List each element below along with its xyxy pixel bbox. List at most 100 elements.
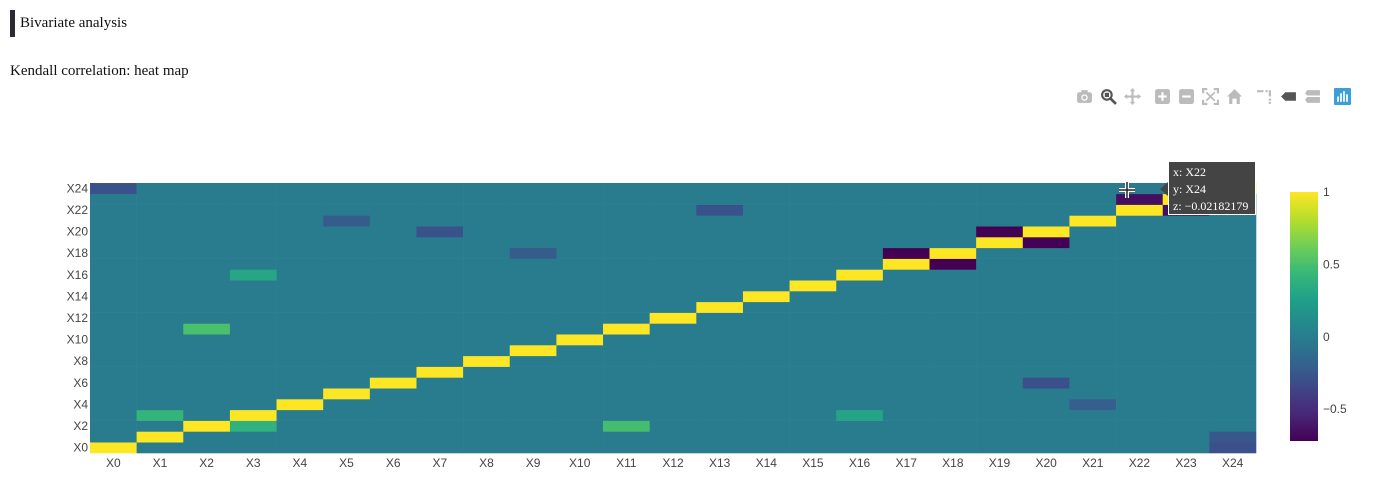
heatmap-cell-X15-X24[interactable]	[789, 183, 837, 195]
heatmap-cell-X6-X17[interactable]	[369, 258, 417, 270]
heatmap-cell-X4-X6[interactable]	[276, 377, 324, 389]
heatmap-cell-X6-X1[interactable]	[369, 431, 417, 443]
heatmap-cell-X9-X22[interactable]	[509, 204, 557, 216]
heatmap-cell-X14-X4[interactable]	[742, 399, 790, 411]
heatmap-cell-X16-X3[interactable]	[836, 409, 884, 421]
heatmap-cell-X24-X15[interactable]	[1209, 280, 1257, 292]
heatmap-cell-X24-X4[interactable]	[1209, 399, 1257, 411]
heatmap-cell-X14-X22[interactable]	[742, 204, 790, 216]
heatmap-cell-X4-X17[interactable]	[276, 258, 324, 270]
heatmap-cell-X0-X18[interactable]	[90, 247, 137, 259]
heatmap-cell-X17-X8[interactable]	[882, 355, 930, 367]
heatmap-cell-X13-X17[interactable]	[696, 258, 744, 270]
heatmap-cell-X6-X11[interactable]	[369, 323, 417, 335]
heatmap-cell-X6-X8[interactable]	[369, 355, 417, 367]
heatmap-cell-X11-X20[interactable]	[603, 226, 650, 238]
heatmap-cell-X11-X7[interactable]	[603, 366, 650, 378]
heatmap-cell-X2-X16[interactable]	[183, 269, 231, 281]
heatmap-cell-X22-X20[interactable]	[1116, 226, 1164, 238]
heatmap-cell-X12-X24[interactable]	[649, 183, 697, 195]
heatmap-cell-X4-X12[interactable]	[276, 312, 324, 324]
heatmap-cell-X21-X17[interactable]	[1069, 258, 1117, 270]
heatmap-cell-X12-X15[interactable]	[649, 280, 697, 292]
heatmap-cell-X11-X0[interactable]	[603, 442, 650, 454]
heatmap-cell-X5-X0[interactable]	[323, 442, 371, 454]
heatmap-cell-X21-X10[interactable]	[1069, 334, 1117, 346]
heatmap-cell-X13-X9[interactable]	[696, 345, 744, 357]
heatmap-cell-X19-X3[interactable]	[976, 409, 1024, 421]
heatmap-cell-X20-X9[interactable]	[1022, 345, 1070, 357]
heatmap-cell-X10-X4[interactable]	[556, 399, 604, 411]
heatmap-cell-X6-X20[interactable]	[369, 226, 417, 238]
heatmap-cell-X7-X21[interactable]	[416, 215, 464, 227]
heatmap-cell-X12-X3[interactable]	[649, 409, 697, 421]
heatmap-cell-X1-X14[interactable]	[136, 291, 184, 303]
heatmap-cell-X4-X5[interactable]	[276, 388, 324, 400]
heatmap-cell-X16-X9[interactable]	[836, 345, 884, 357]
heatmap-cell-X10-X22[interactable]	[556, 204, 604, 216]
heatmap-cell-X8-X13[interactable]	[463, 301, 511, 313]
heatmap-cell-X23-X14[interactable]	[1162, 291, 1210, 303]
heatmap-cell-X15-X15[interactable]	[789, 280, 837, 292]
heatmap-cell-X24-X0[interactable]	[1209, 442, 1257, 454]
heatmap-cell-X23-X3[interactable]	[1162, 409, 1210, 421]
heatmap-cell-X22-X21[interactable]	[1116, 215, 1164, 227]
heatmap-cell-X9-X20[interactable]	[509, 226, 557, 238]
heatmap-cell-X13-X4[interactable]	[696, 399, 744, 411]
heatmap-cell-X12-X2[interactable]	[649, 420, 697, 432]
reset-axes-icon[interactable]	[1225, 87, 1244, 106]
heatmap-cell-X1-X1[interactable]	[136, 431, 184, 443]
heatmap-cell-X0-X22[interactable]	[90, 204, 137, 216]
heatmap-cell-X9-X12[interactable]	[509, 312, 557, 324]
heatmap-cell-X2-X1[interactable]	[183, 431, 231, 443]
heatmap-cell-X0-X0[interactable]	[90, 442, 137, 454]
heatmap-cell-X10-X2[interactable]	[556, 420, 604, 432]
heatmap-cell-X3-X10[interactable]	[229, 334, 277, 346]
heatmap-cell-X0-X14[interactable]	[90, 291, 137, 303]
heatmap-cell-X6-X21[interactable]	[369, 215, 417, 227]
heatmap-cell-X3-X13[interactable]	[229, 301, 277, 313]
heatmap-cell-X5-X6[interactable]	[323, 377, 371, 389]
heatmap-cell-X23-X11[interactable]	[1162, 323, 1210, 335]
heatmap-cell-X14-X17[interactable]	[742, 258, 790, 270]
heatmap-cell-X14-X2[interactable]	[742, 420, 790, 432]
heatmap-cell-X0-X23[interactable]	[90, 193, 137, 205]
heatmap-cell-X19-X5[interactable]	[976, 388, 1024, 400]
heatmap-cell-X17-X19[interactable]	[882, 237, 930, 249]
heatmap-cell-X3-X4[interactable]	[229, 399, 277, 411]
heatmap-cell-X23-X12[interactable]	[1162, 312, 1210, 324]
heatmap-cell-X3-X12[interactable]	[229, 312, 277, 324]
heatmap-cell-X17-X18[interactable]	[882, 247, 930, 259]
heatmap-cell-X0-X20[interactable]	[90, 226, 137, 238]
heatmap-cell-X1-X5[interactable]	[136, 388, 184, 400]
heatmap-cell-X21-X16[interactable]	[1069, 269, 1117, 281]
heatmap-cell-X12-X23[interactable]	[649, 193, 697, 205]
heatmap-cell-X13-X13[interactable]	[696, 301, 744, 313]
heatmap-cell-X13-X5[interactable]	[696, 388, 744, 400]
heatmap-cell-X23-X1[interactable]	[1162, 431, 1210, 443]
heatmap-cell-X12-X21[interactable]	[649, 215, 697, 227]
heatmap-cell-X7-X22[interactable]	[416, 204, 464, 216]
heatmap-cell-X8-X12[interactable]	[463, 312, 511, 324]
heatmap-cell-X0-X19[interactable]	[90, 237, 137, 249]
heatmap-cell-X3-X0[interactable]	[229, 442, 277, 454]
heatmap-cell-X7-X13[interactable]	[416, 301, 464, 313]
heatmap-cell-X24-X8[interactable]	[1209, 355, 1257, 367]
heatmap-cell-X24-X14[interactable]	[1209, 291, 1257, 303]
heatmap-cell-X24-X1[interactable]	[1209, 431, 1257, 443]
heatmap-cell-X11-X11[interactable]	[603, 323, 650, 335]
heatmap-cell-X18-X15[interactable]	[929, 280, 977, 292]
heatmap-cell-X11-X15[interactable]	[603, 280, 650, 292]
heatmap-cell-X9-X24[interactable]	[509, 183, 557, 195]
heatmap-cell-X17-X16[interactable]	[882, 269, 930, 281]
heatmap-cell-X12-X0[interactable]	[649, 442, 697, 454]
heatmap-cell-X12-X8[interactable]	[649, 355, 697, 367]
zoom-out-icon[interactable]	[1177, 87, 1196, 106]
heatmap-cell-X0-X17[interactable]	[90, 258, 137, 270]
heatmap-cell-X1-X11[interactable]	[136, 323, 184, 335]
heatmap-cell-X24-X20[interactable]	[1209, 226, 1257, 238]
heatmap-cell-X22-X16[interactable]	[1116, 269, 1164, 281]
heatmap-cell-X12-X7[interactable]	[649, 366, 697, 378]
heatmap-cell-X23-X21[interactable]	[1162, 215, 1210, 227]
hover-compare-icon[interactable]	[1303, 87, 1322, 106]
